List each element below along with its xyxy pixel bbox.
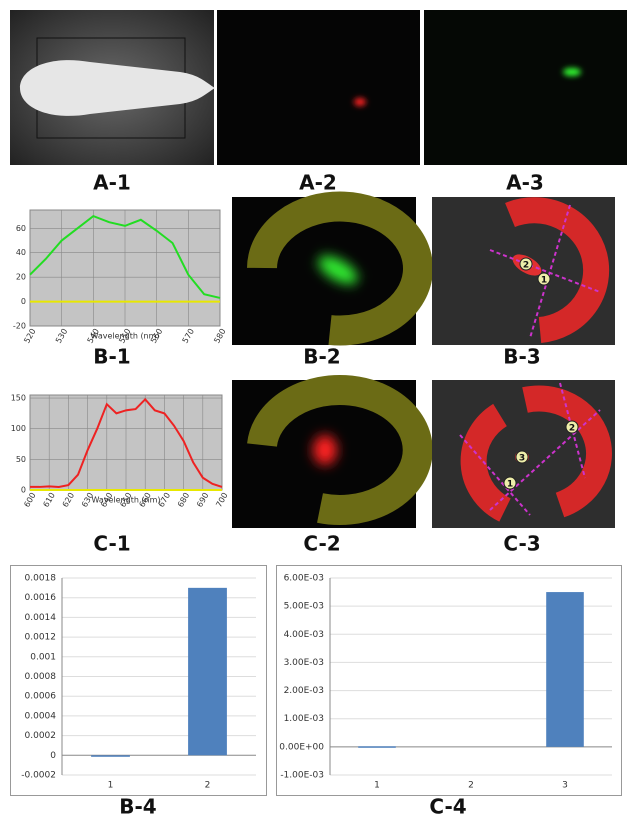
y-tick-label: 150 bbox=[11, 394, 26, 403]
marker-label: 2 bbox=[569, 424, 575, 434]
panel-label: B-3 bbox=[503, 345, 540, 369]
panel-label: B-1 bbox=[93, 345, 130, 369]
panel-label: C-1 bbox=[93, 532, 130, 556]
marker-label: 1 bbox=[541, 276, 547, 286]
y-tick-label: 0.0006 bbox=[25, 692, 57, 702]
y-tick-label: 3.00E-03 bbox=[284, 658, 324, 668]
y-tick-label: 0 bbox=[50, 751, 56, 761]
x-tick-label: 2 bbox=[205, 781, 211, 791]
panel-label: A-1 bbox=[93, 171, 131, 195]
profile-line bbox=[529, 204, 571, 339]
signal bbox=[313, 435, 337, 465]
marker bbox=[565, 420, 579, 434]
y-tick-label: -0.0002 bbox=[21, 771, 56, 781]
signal bbox=[563, 68, 581, 76]
y-tick-label: 20 bbox=[16, 273, 26, 282]
y-tick-label: 6.00E-03 bbox=[284, 574, 324, 584]
signal bbox=[318, 256, 358, 284]
panel-label: A-3 bbox=[506, 171, 544, 195]
y-tick-label: 0.0008 bbox=[25, 672, 57, 682]
y-tick-label: 50 bbox=[16, 455, 26, 464]
x-tick-label: 680 bbox=[176, 491, 191, 509]
profile-line bbox=[459, 434, 531, 516]
y-tick-label: 4.00E-03 bbox=[284, 630, 324, 640]
x-tick-label: 1 bbox=[108, 781, 114, 791]
panel-label: C-2 bbox=[303, 532, 340, 556]
marker bbox=[519, 257, 533, 271]
bar bbox=[546, 592, 584, 747]
y-tick-label: 0.0004 bbox=[25, 711, 57, 721]
y-tick-label: 0.0018 bbox=[25, 574, 57, 584]
mouse bbox=[20, 60, 215, 116]
panel-label: C-3 bbox=[503, 532, 540, 556]
y-tick-label: 100 bbox=[11, 424, 26, 433]
marker bbox=[515, 450, 529, 464]
x-axis-label: Wavelength (nm) bbox=[90, 332, 159, 341]
y-tick-label: 1.00E-03 bbox=[284, 714, 324, 724]
bar bbox=[188, 587, 227, 756]
image-a2 bbox=[217, 10, 420, 165]
x-axis-label: Wavelength (nm) bbox=[91, 496, 160, 505]
y-tick-label: 0.0016 bbox=[25, 593, 57, 603]
roi bbox=[505, 197, 610, 343]
marker-label: 2 bbox=[523, 261, 529, 271]
y-tick-label: 0 bbox=[21, 297, 26, 306]
y-tick-label: -1.00E-03 bbox=[280, 771, 324, 781]
x-tick-label: 1 bbox=[374, 781, 380, 791]
profile-line bbox=[489, 249, 601, 293]
x-tick-label: 2 bbox=[468, 781, 474, 791]
y-tick-label: 0.0012 bbox=[25, 633, 57, 643]
x-tick-label: 530 bbox=[54, 327, 69, 345]
x-tick-label: 700 bbox=[214, 491, 229, 509]
y-tick-label: 40 bbox=[16, 248, 26, 257]
y-tick-label: 5.00E-03 bbox=[284, 602, 324, 612]
y-tick-label: 2.00E-03 bbox=[284, 686, 324, 696]
roi bbox=[247, 374, 433, 525]
panel-label: A-2 bbox=[299, 171, 337, 195]
marker bbox=[537, 272, 551, 286]
y-tick-label: 0.0002 bbox=[25, 731, 57, 741]
x-tick-label: 690 bbox=[195, 491, 210, 509]
bar bbox=[358, 746, 396, 748]
series-line bbox=[29, 214, 221, 299]
y-tick-label: 0.00E+00 bbox=[279, 742, 324, 752]
bar bbox=[91, 755, 130, 757]
profile-line bbox=[489, 409, 601, 511]
x-tick-label: 580 bbox=[212, 327, 227, 345]
x-tick-label: 570 bbox=[181, 327, 196, 345]
x-tick-label: 3 bbox=[562, 781, 568, 791]
y-tick-label: 0.001 bbox=[30, 652, 56, 662]
roi bbox=[247, 191, 433, 346]
panel-label: B-2 bbox=[303, 345, 340, 369]
y-tick-label: 0.0014 bbox=[25, 613, 57, 623]
x-tick-label: 610 bbox=[41, 491, 56, 509]
marker bbox=[503, 476, 517, 490]
panel-label: B-4 bbox=[119, 795, 156, 819]
marker-label: 1 bbox=[507, 480, 513, 490]
series-line bbox=[30, 397, 223, 488]
image-a3 bbox=[424, 10, 627, 165]
y-tick-label: 60 bbox=[16, 224, 26, 233]
y-tick-label: 0 bbox=[21, 486, 26, 495]
signal bbox=[354, 98, 366, 106]
marker-label: 3 bbox=[519, 454, 525, 464]
y-tick-label: -20 bbox=[13, 322, 26, 331]
roi bbox=[460, 385, 612, 522]
panel-label: C-4 bbox=[429, 795, 466, 819]
x-tick-label: 620 bbox=[61, 491, 76, 509]
